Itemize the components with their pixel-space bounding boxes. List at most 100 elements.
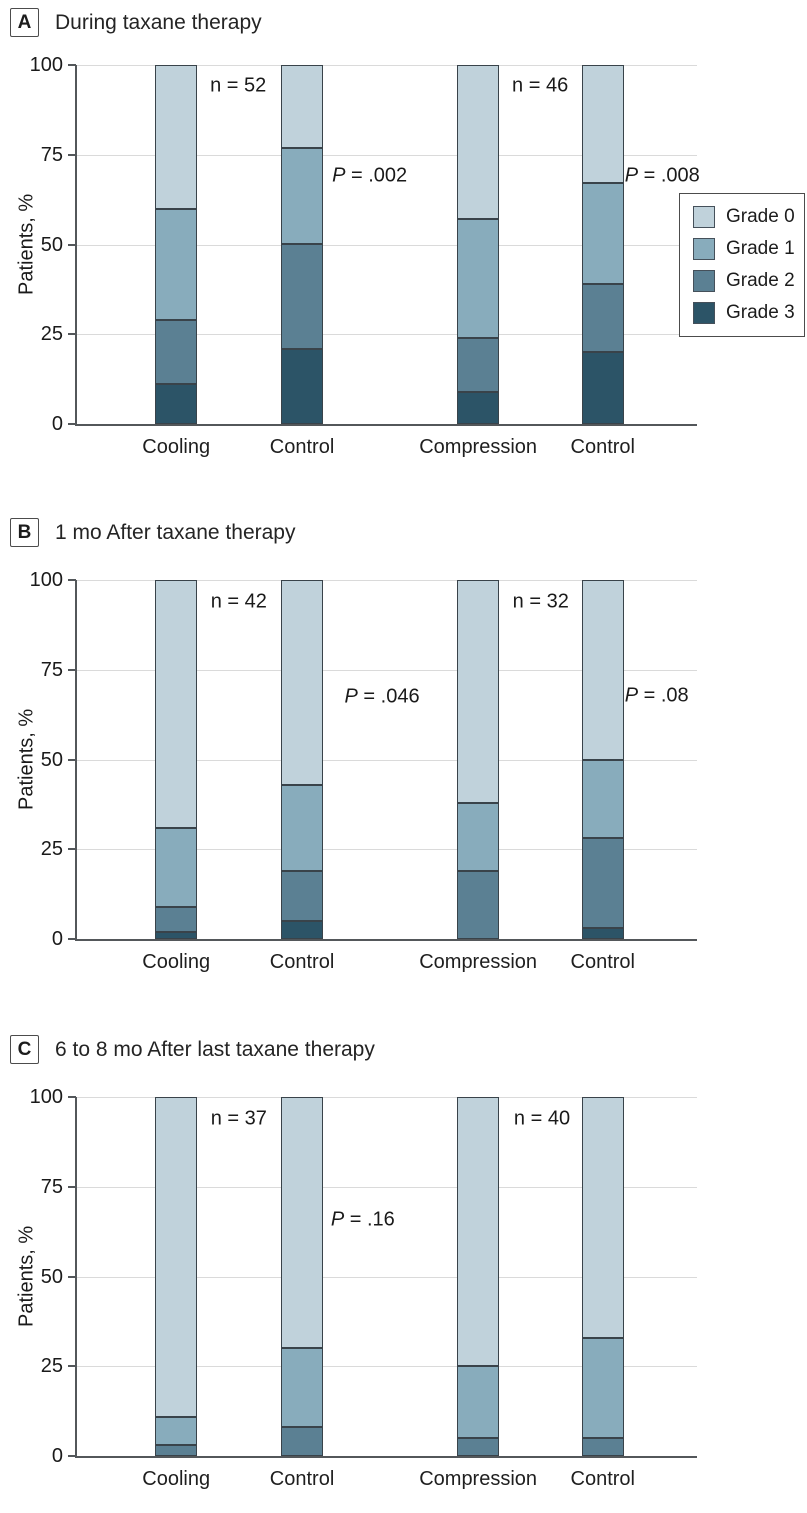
- y-tick-mark-0: [68, 938, 76, 940]
- y-tick-mark-75: [68, 668, 76, 671]
- y-tick-mark-100: [68, 64, 76, 66]
- x-axis-label-control-4: Control: [570, 1468, 635, 1490]
- gridline-75: [77, 1186, 697, 1188]
- bar-segment-grade-1: [581, 183, 624, 284]
- bar-segment-grade-2: [281, 870, 324, 922]
- gridline-50: [77, 759, 697, 761]
- sample-size-label: n = 37: [210, 1107, 267, 1130]
- panel-b-plot-area: Patients, % 0 25 50 75 100 Cooling Control Comp…: [16, 570, 697, 973]
- p-value-label: P = .046: [344, 685, 420, 708]
- bar-compression-3: [457, 580, 500, 939]
- y-tick-label-75: 75: [40, 1175, 63, 1198]
- bar-segment-grade-3: [457, 391, 500, 424]
- legend-swatch-grade-3: [693, 302, 715, 324]
- legend-label-grade-2: Grade 2: [726, 270, 795, 291]
- legend-swatch-grade-1: [693, 238, 715, 260]
- gridline-50: [77, 1276, 697, 1278]
- y-tick-label-100: 100: [29, 569, 63, 591]
- y-axis-label: Patients, %: [15, 1225, 38, 1328]
- x-axis-label-cooling-1: Cooling: [142, 436, 211, 458]
- y-tick-mark-50: [68, 1275, 76, 1278]
- sample-size-label: n = 32: [512, 590, 569, 613]
- y-tick-label-0: 0: [51, 413, 63, 435]
- legend-label-grade-3: Grade 3: [726, 302, 795, 323]
- y-tick-label-50: 50: [40, 233, 63, 256]
- p-value-symbol: P: [332, 164, 346, 187]
- bar-control-4: [581, 580, 624, 939]
- p-value-label: P = .002: [332, 164, 408, 187]
- y-tick-mark-0: [68, 1455, 76, 1457]
- bar-cooling-1: [155, 1097, 198, 1456]
- bar-segment-grade-0: [457, 580, 500, 803]
- bar-segment-grade-2: [155, 319, 198, 385]
- bar-segment-grade-0: [281, 580, 324, 785]
- panel-b-title: 1 mo After taxane therapy: [55, 520, 296, 544]
- bar-control-4: [581, 1097, 624, 1456]
- y-tick-label-25: 25: [40, 323, 63, 346]
- bar-compression-3: [457, 65, 500, 424]
- bar-control-2: [281, 65, 324, 424]
- y-tick-label-75: 75: [40, 658, 63, 681]
- p-value-label: P = .16: [330, 1208, 395, 1231]
- y-tick-mark-50: [68, 758, 76, 761]
- y-axis-label: Patients, %: [15, 193, 38, 296]
- bar-segment-grade-1: [281, 784, 324, 871]
- bar-control-2: [281, 580, 324, 939]
- bar-segment-grade-2: [581, 1438, 624, 1456]
- gridline-25: [77, 334, 697, 336]
- y-axis-label: Patients, %: [15, 708, 38, 811]
- x-axis-label-cooling-1: Cooling: [142, 1468, 211, 1490]
- bar-segment-grade-0: [281, 65, 324, 148]
- legend-label-grade-0: Grade 0: [726, 206, 795, 227]
- panel-a-letter: A: [10, 8, 39, 37]
- bar-segment-grade-1: [457, 1366, 500, 1439]
- y-tick-mark-50: [68, 243, 76, 246]
- bar-segment-grade-3: [581, 928, 624, 939]
- legend-entry-grade-3: Grade 3: [693, 302, 796, 324]
- x-axis-label-control-4: Control: [570, 436, 635, 458]
- x-axis-label-control-2: Control: [269, 951, 335, 973]
- bar-segment-grade-0: [155, 580, 198, 828]
- bar-segment-grade-0: [581, 580, 624, 760]
- bar-segment-grade-3: [281, 348, 324, 424]
- y-tick-mark-0: [68, 423, 76, 425]
- bar-segment-grade-2: [281, 244, 324, 349]
- p-value-label: P = .008: [624, 164, 700, 187]
- y-tick-label-50: 50: [40, 1265, 63, 1288]
- gridline-100: [77, 1097, 697, 1098]
- p-value-symbol: P: [624, 684, 639, 707]
- bar-segment-grade-3: [155, 931, 198, 939]
- x-axis-label-cooling-1: Cooling: [142, 951, 211, 973]
- bar-cooling-1: [155, 65, 198, 424]
- sample-size-label: n = 52: [210, 74, 267, 97]
- panel-c-title: 6 to 8 mo After last taxane therapy: [55, 1037, 375, 1061]
- sample-size-label: n = 42: [210, 590, 267, 613]
- y-tick-label-75: 75: [40, 143, 63, 166]
- x-axis-label-control-2: Control: [269, 1468, 335, 1490]
- y-tick-label-50: 50: [40, 748, 63, 771]
- y-tick-label-100: 100: [29, 54, 63, 76]
- panel-c-header: C 6 to 8 mo After last taxane therapy: [10, 1035, 375, 1064]
- bar-segment-grade-2: [155, 1445, 198, 1456]
- bar-segment-grade-0: [155, 65, 198, 209]
- bar-segment-grade-1: [281, 147, 324, 245]
- panel-c-plot-area: Patients, % 0 25 50 75 100 Cooling Control Comp…: [16, 1087, 697, 1490]
- y-tick-mark-75: [68, 153, 76, 156]
- sample-size-label: n = 46: [512, 74, 569, 97]
- y-tick-mark-100: [68, 1096, 76, 1098]
- p-value-symbol: P: [344, 685, 358, 708]
- gridline-100: [77, 580, 697, 581]
- y-tick-label-100: 100: [29, 1086, 63, 1108]
- x-axis-label-control-2: Control: [269, 436, 335, 458]
- bar-segment-grade-2: [581, 838, 624, 929]
- bar-segment-grade-3: [155, 384, 198, 424]
- bar-segment-grade-1: [581, 759, 624, 839]
- legend-swatch-grade-2: [693, 270, 715, 292]
- gridline-25: [77, 1366, 697, 1368]
- gridline-100: [77, 65, 697, 66]
- y-tick-mark-25: [68, 1365, 76, 1368]
- p-value-label: P = .08: [624, 684, 689, 707]
- y-tick-label-0: 0: [51, 928, 63, 950]
- x-axis-label-control-4: Control: [570, 951, 635, 973]
- bar-segment-grade-1: [155, 208, 198, 320]
